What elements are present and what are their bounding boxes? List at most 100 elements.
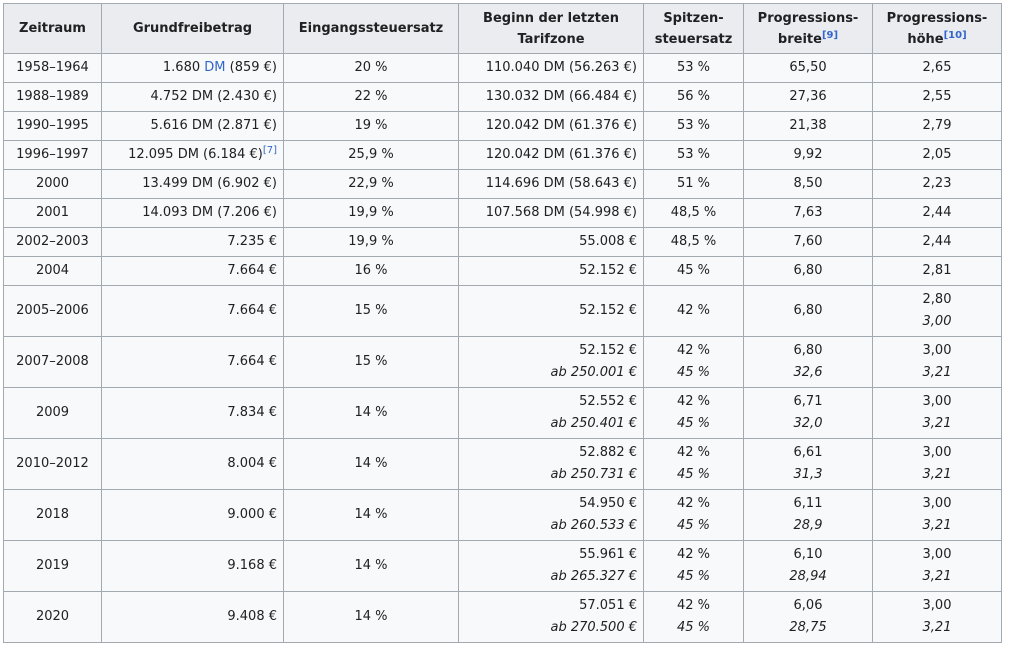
- table-row: 1996–1997 12.095 DM (6.184 €)[7] 25,9 % …: [3, 140, 1002, 170]
- header-spitzensteuersatz[interactable]: Spitzen-steuersatz: [643, 3, 744, 54]
- table-row: 1988–1989 4.752 DM (2.430 €) 22 % 130.03…: [3, 82, 1002, 112]
- cell-progressionsbreite: 7,60: [743, 227, 873, 257]
- cell-progressionshoehe: 3,00 3,21: [872, 387, 1002, 439]
- cell-beginn: 130.032 DM (66.484 €): [458, 82, 644, 112]
- cell-progressionsbreite: 9,92: [743, 140, 873, 170]
- table-row: 1958–1964 1.680 DM (859 €) 20 % 110.040 …: [3, 53, 1002, 83]
- header-progressionshoehe[interactable]: Progressions-höhe[10]: [872, 3, 1002, 54]
- cell-grundfreibetrag: 9.408 €: [101, 591, 284, 643]
- header-zeitraum[interactable]: Zeitraum: [3, 3, 102, 54]
- cell-beginn: 55.008 €: [458, 227, 644, 257]
- cell-progressionshoehe: 3,00 3,21: [872, 489, 1002, 541]
- cell-progressionshoehe: 2,44: [872, 227, 1002, 257]
- cell-beginn: 52.152 €: [458, 256, 644, 286]
- table-row: 2000 13.499 DM (6.902 €) 22,9 % 114.696 …: [3, 169, 1002, 199]
- cell-beginn: 107.568 DM (54.998 €): [458, 198, 644, 228]
- cell-zeitraum: 2001: [3, 198, 102, 228]
- cell-beginn: 55.961 € ab 265.327 €: [458, 540, 644, 592]
- header-progressionsbreite[interactable]: Progressions-breite[9]: [743, 3, 873, 54]
- cell-zeitraum: 2002–2003: [3, 227, 102, 257]
- cell-eingangssteuersatz: 15 %: [283, 336, 459, 388]
- cell-grundfreibetrag: 7.664 €: [101, 285, 284, 337]
- footnote-link-10[interactable]: [10]: [943, 29, 967, 41]
- cell-spitzensteuersatz: 42 % 45 %: [643, 540, 744, 592]
- cell-grundfreibetrag: 7.664 €: [101, 336, 284, 388]
- cell-grundfreibetrag: 9.168 €: [101, 540, 284, 592]
- cell-spitzensteuersatz: 48,5 %: [643, 198, 744, 228]
- table-row: 2002–2003 7.235 € 19,9 % 55.008 € 48,5 %…: [3, 227, 1002, 257]
- cell-zeitraum: 1990–1995: [3, 111, 102, 141]
- cell-progressionsbreite: 6,80: [743, 256, 873, 286]
- cell-spitzensteuersatz: 53 %: [643, 111, 744, 141]
- table-row: 2004 7.664 € 16 % 52.152 € 45 % 6,80 2,8…: [3, 256, 1002, 286]
- cell-grundfreibetrag: 12.095 DM (6.184 €)[7]: [101, 140, 284, 170]
- cell-beginn: 110.040 DM (56.263 €): [458, 53, 644, 83]
- cell-beginn: 114.696 DM (58.643 €): [458, 169, 644, 199]
- cell-progressionshoehe: 3,00 3,21: [872, 438, 1002, 490]
- cell-progressionshoehe: 2,55: [872, 82, 1002, 112]
- cell-beginn: 52.882 € ab 250.731 €: [458, 438, 644, 490]
- cell-grundfreibetrag: 1.680 DM (859 €): [101, 53, 284, 83]
- header-grundfreibetrag[interactable]: Grundfreibetrag: [101, 3, 284, 54]
- cell-progressionshoehe: 2,79: [872, 111, 1002, 141]
- cell-progressionshoehe: 2,65: [872, 53, 1002, 83]
- table-row: 2020 9.408 € 14 % 57.051 € ab 270.500 € 4…: [3, 591, 1002, 643]
- tax-rate-table: Zeitraum Grundfreibetrag Eingangssteuers…: [3, 3, 1002, 643]
- footnote-link-7[interactable]: [7]: [262, 145, 277, 156]
- cell-eingangssteuersatz: 20 %: [283, 53, 459, 83]
- cell-grundfreibetrag: 7.235 €: [101, 227, 284, 257]
- cell-beginn: 54.950 € ab 260.533 €: [458, 489, 644, 541]
- cell-zeitraum: 2019: [3, 540, 102, 592]
- cell-eingangssteuersatz: 14 %: [283, 540, 459, 592]
- cell-beginn: 57.051 € ab 270.500 €: [458, 591, 644, 643]
- cell-grundfreibetrag: 4.752 DM (2.430 €): [101, 82, 284, 112]
- cell-eingangssteuersatz: 25,9 %: [283, 140, 459, 170]
- header-row: Zeitraum Grundfreibetrag Eingangssteuers…: [3, 3, 1002, 54]
- cell-spitzensteuersatz: 42 %: [643, 285, 744, 337]
- header-eingangssteuersatz[interactable]: Eingangssteuersatz: [283, 3, 459, 54]
- cell-progressionshoehe: 2,80 3,00: [872, 285, 1002, 337]
- cell-zeitraum: 2020: [3, 591, 102, 643]
- header-beginn-letzte-tarifzone[interactable]: Beginn der letzten Tarifzone: [458, 3, 644, 54]
- cell-grundfreibetrag: 8.004 €: [101, 438, 284, 490]
- cell-zeitraum: 1996–1997: [3, 140, 102, 170]
- cell-spitzensteuersatz: 42 % 45 %: [643, 336, 744, 388]
- cell-zeitraum: 2007–2008: [3, 336, 102, 388]
- table-row: 2001 14.093 DM (7.206 €) 19,9 % 107.568 …: [3, 198, 1002, 228]
- cell-grundfreibetrag: 5.616 DM (2.871 €): [101, 111, 284, 141]
- cell-progressionshoehe: 3,00 3,21: [872, 540, 1002, 592]
- cell-grundfreibetrag: 7.664 €: [101, 256, 284, 286]
- cell-eingangssteuersatz: 19 %: [283, 111, 459, 141]
- cell-zeitraum: 2018: [3, 489, 102, 541]
- cell-spitzensteuersatz: 42 % 45 %: [643, 591, 744, 643]
- cell-progressionsbreite: 21,38: [743, 111, 873, 141]
- cell-progressionshoehe: 2,81: [872, 256, 1002, 286]
- cell-zeitraum: 2010–2012: [3, 438, 102, 490]
- cell-progressionsbreite: 7,63: [743, 198, 873, 228]
- cell-eingangssteuersatz: 14 %: [283, 387, 459, 439]
- cell-progressionsbreite: 6,10 28,94: [743, 540, 873, 592]
- cell-zeitraum: 2009: [3, 387, 102, 439]
- cell-eingangssteuersatz: 22,9 %: [283, 169, 459, 199]
- cell-zeitraum: 2005–2006: [3, 285, 102, 337]
- cell-eingangssteuersatz: 22 %: [283, 82, 459, 112]
- cell-progressionsbreite: 65,50: [743, 53, 873, 83]
- cell-spitzensteuersatz: 45 %: [643, 256, 744, 286]
- cell-eingangssteuersatz: 14 %: [283, 489, 459, 541]
- table-row: 2019 9.168 € 14 % 55.961 € ab 265.327 € 4…: [3, 540, 1002, 592]
- dm-link[interactable]: DM: [204, 60, 226, 75]
- cell-zeitraum: 2004: [3, 256, 102, 286]
- cell-eingangssteuersatz: 14 %: [283, 438, 459, 490]
- footnote-link-9[interactable]: [9]: [821, 29, 839, 41]
- cell-eingangssteuersatz: 16 %: [283, 256, 459, 286]
- table-row: 2005–2006 7.664 € 15 % 52.152 € 42 % 6,8…: [3, 285, 1002, 337]
- cell-zeitraum: 1958–1964: [3, 53, 102, 83]
- cell-beginn: 52.552 € ab 250.401 €: [458, 387, 644, 439]
- cell-spitzensteuersatz: 42 % 45 %: [643, 438, 744, 490]
- cell-grundfreibetrag: 7.834 €: [101, 387, 284, 439]
- table-row: 2010–2012 8.004 € 14 % 52.882 € ab 250.73…: [3, 438, 1002, 490]
- cell-spitzensteuersatz: 51 %: [643, 169, 744, 199]
- cell-progressionshoehe: 2,44: [872, 198, 1002, 228]
- cell-progressionshoehe: 3,00 3,21: [872, 336, 1002, 388]
- cell-grundfreibetrag: 9.000 €: [101, 489, 284, 541]
